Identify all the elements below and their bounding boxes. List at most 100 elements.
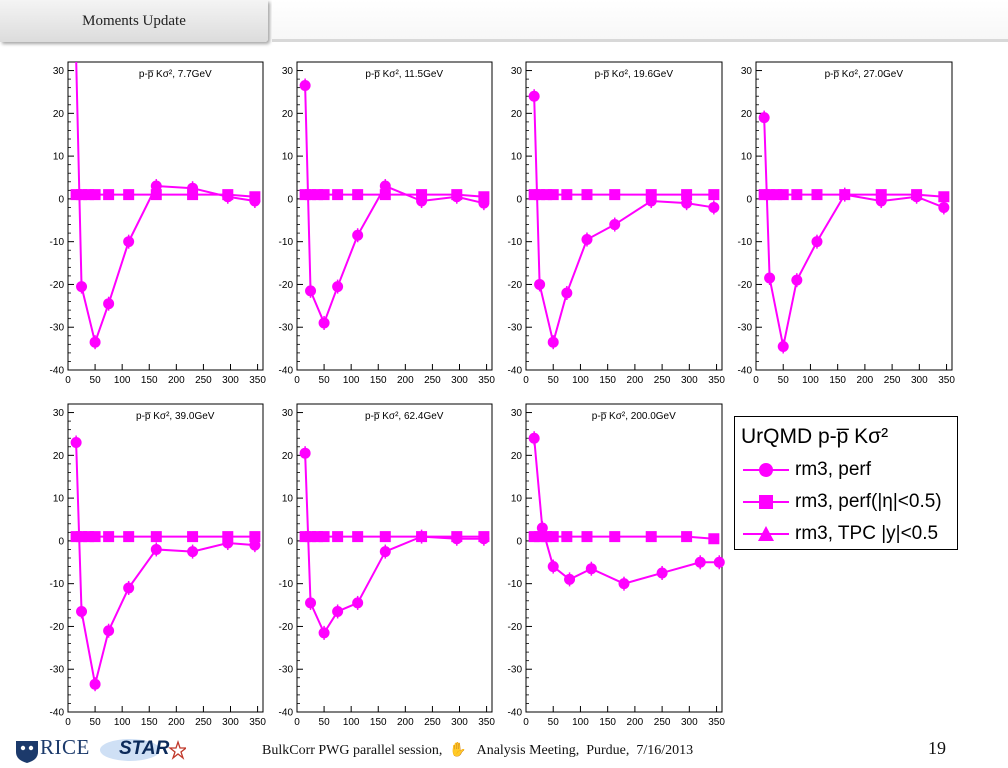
x-tick-label: 250 (884, 375, 901, 386)
y-tick-label: 0 (287, 536, 293, 547)
x-tick-label: 300 (911, 375, 928, 386)
star-logo-icon (100, 739, 186, 761)
data-point-circle (123, 236, 135, 248)
data-point-circle (561, 287, 573, 299)
data-point-circle (547, 561, 559, 573)
y-tick-label: -40 (508, 366, 523, 377)
chart-title: p-p̅ Kσ², 11.5GeV (365, 69, 443, 80)
data-point-square (83, 189, 95, 201)
data-point-circle (89, 336, 101, 348)
header-rule (272, 0, 1008, 42)
plot-frame (755, 61, 953, 371)
data-point-square (379, 531, 391, 543)
data-point-square (681, 189, 693, 201)
x-tick-label: 150 (599, 717, 616, 728)
chart-title: p-p̅ Kσ², 19.6GeV (595, 69, 674, 80)
x-tick-label: 150 (141, 717, 158, 728)
data-point-square (938, 191, 950, 203)
x-tick-label: 0 (523, 375, 529, 386)
data-point-circle (352, 597, 364, 609)
x-tick-label: 350 (249, 717, 266, 728)
data-point-circle (564, 573, 576, 585)
y-tick-label: -40 (50, 708, 65, 719)
data-point-square (478, 531, 490, 543)
y-tick-label: -20 (508, 280, 523, 291)
data-point-square (312, 531, 324, 543)
x-tick-label: 150 (599, 375, 616, 386)
data-point-square (561, 531, 573, 543)
series-line-perf (533, 438, 720, 585)
data-point-square (352, 189, 364, 201)
legend: UrQMD p-p̅ Kσ² rm3, perf rm3, perf(|η|<0… (734, 416, 958, 550)
y-tick-label: 10 (511, 494, 523, 505)
y-tick-label: -10 (279, 237, 294, 248)
data-point-square (811, 189, 823, 201)
x-tick-label: 0 (294, 375, 300, 386)
x-tick-label: 200 (627, 717, 644, 728)
legend-triangle-marker (743, 526, 789, 541)
data-point-circle (318, 627, 330, 639)
y-tick-label: -40 (279, 366, 294, 377)
x-tick-label: 200 (168, 717, 185, 728)
data-point-circle (150, 543, 162, 555)
x-tick-label: 300 (222, 375, 239, 386)
data-point-circle (332, 605, 344, 617)
data-point-circle (89, 678, 101, 690)
x-tick-label: 0 (65, 717, 71, 728)
data-point-circle (70, 437, 82, 448)
x-tick-label: 300 (222, 717, 239, 728)
x-tick-label: 150 (370, 717, 387, 728)
data-point-circle (332, 281, 344, 293)
legend-item-perf-eta: rm3, perf(|η|<0.5) (735, 487, 959, 517)
data-point-square (332, 189, 344, 201)
y-tick-label: -40 (50, 366, 65, 377)
y-tick-label: 0 (516, 536, 522, 547)
rice-owl-shield-icon (16, 741, 38, 763)
x-tick-label: 0 (523, 717, 529, 728)
y-tick-label: -20 (738, 280, 753, 291)
x-tick-label: 350 (478, 375, 495, 386)
x-tick-label: 50 (319, 375, 331, 386)
x-tick-label: 100 (802, 375, 819, 386)
data-point-circle (938, 201, 950, 213)
x-tick-label: 100 (114, 375, 131, 386)
data-point-square (305, 531, 317, 543)
y-tick-label: -10 (508, 579, 523, 590)
chart-grid: 0 50 100 150 200 250 300 350-40-30-20-100102030… (50, 61, 955, 728)
data-point-square (645, 531, 657, 543)
x-tick-label: 250 (195, 717, 212, 728)
data-point-square (708, 533, 720, 545)
data-point-square (83, 531, 95, 543)
y-tick-label: 10 (282, 494, 294, 505)
data-point-square (249, 531, 261, 543)
y-tick-label: 10 (53, 494, 65, 505)
x-tick-label: 50 (90, 717, 102, 728)
x-tick-label: 300 (451, 717, 468, 728)
data-point-square (76, 531, 88, 543)
x-tick-label: 300 (681, 717, 698, 728)
legend-circle-marker (743, 463, 789, 477)
data-point-square (541, 531, 553, 543)
x-tick-label: 350 (708, 375, 725, 386)
data-point-circle (708, 201, 720, 213)
y-tick-label: -20 (279, 622, 294, 633)
y-tick-label: -10 (508, 237, 523, 248)
x-tick-label: 200 (397, 717, 414, 728)
y-tick-label: 0 (58, 194, 64, 205)
data-point-circle (681, 197, 693, 209)
x-tick-label: 0 (65, 375, 71, 386)
x-tick-label: 350 (249, 375, 266, 386)
legend-item-tpc: rm3, TPC |y|<0.5 (735, 519, 959, 549)
legend-label: rm3, perf(|η|<0.5) (795, 491, 942, 512)
x-tick-label: 100 (343, 717, 360, 728)
y-tick-label: -30 (738, 323, 753, 334)
y-tick-label: 20 (282, 109, 294, 120)
y-tick-label: -20 (508, 622, 523, 633)
x-tick-label: 100 (114, 717, 131, 728)
rice-logo-text: RICE (40, 735, 90, 759)
y-tick-label: 10 (741, 152, 753, 163)
y-tick-label: -30 (50, 323, 65, 334)
x-tick-label: 350 (708, 717, 725, 728)
data-point-circle (609, 219, 621, 231)
page-title: Moments Update (82, 13, 186, 29)
